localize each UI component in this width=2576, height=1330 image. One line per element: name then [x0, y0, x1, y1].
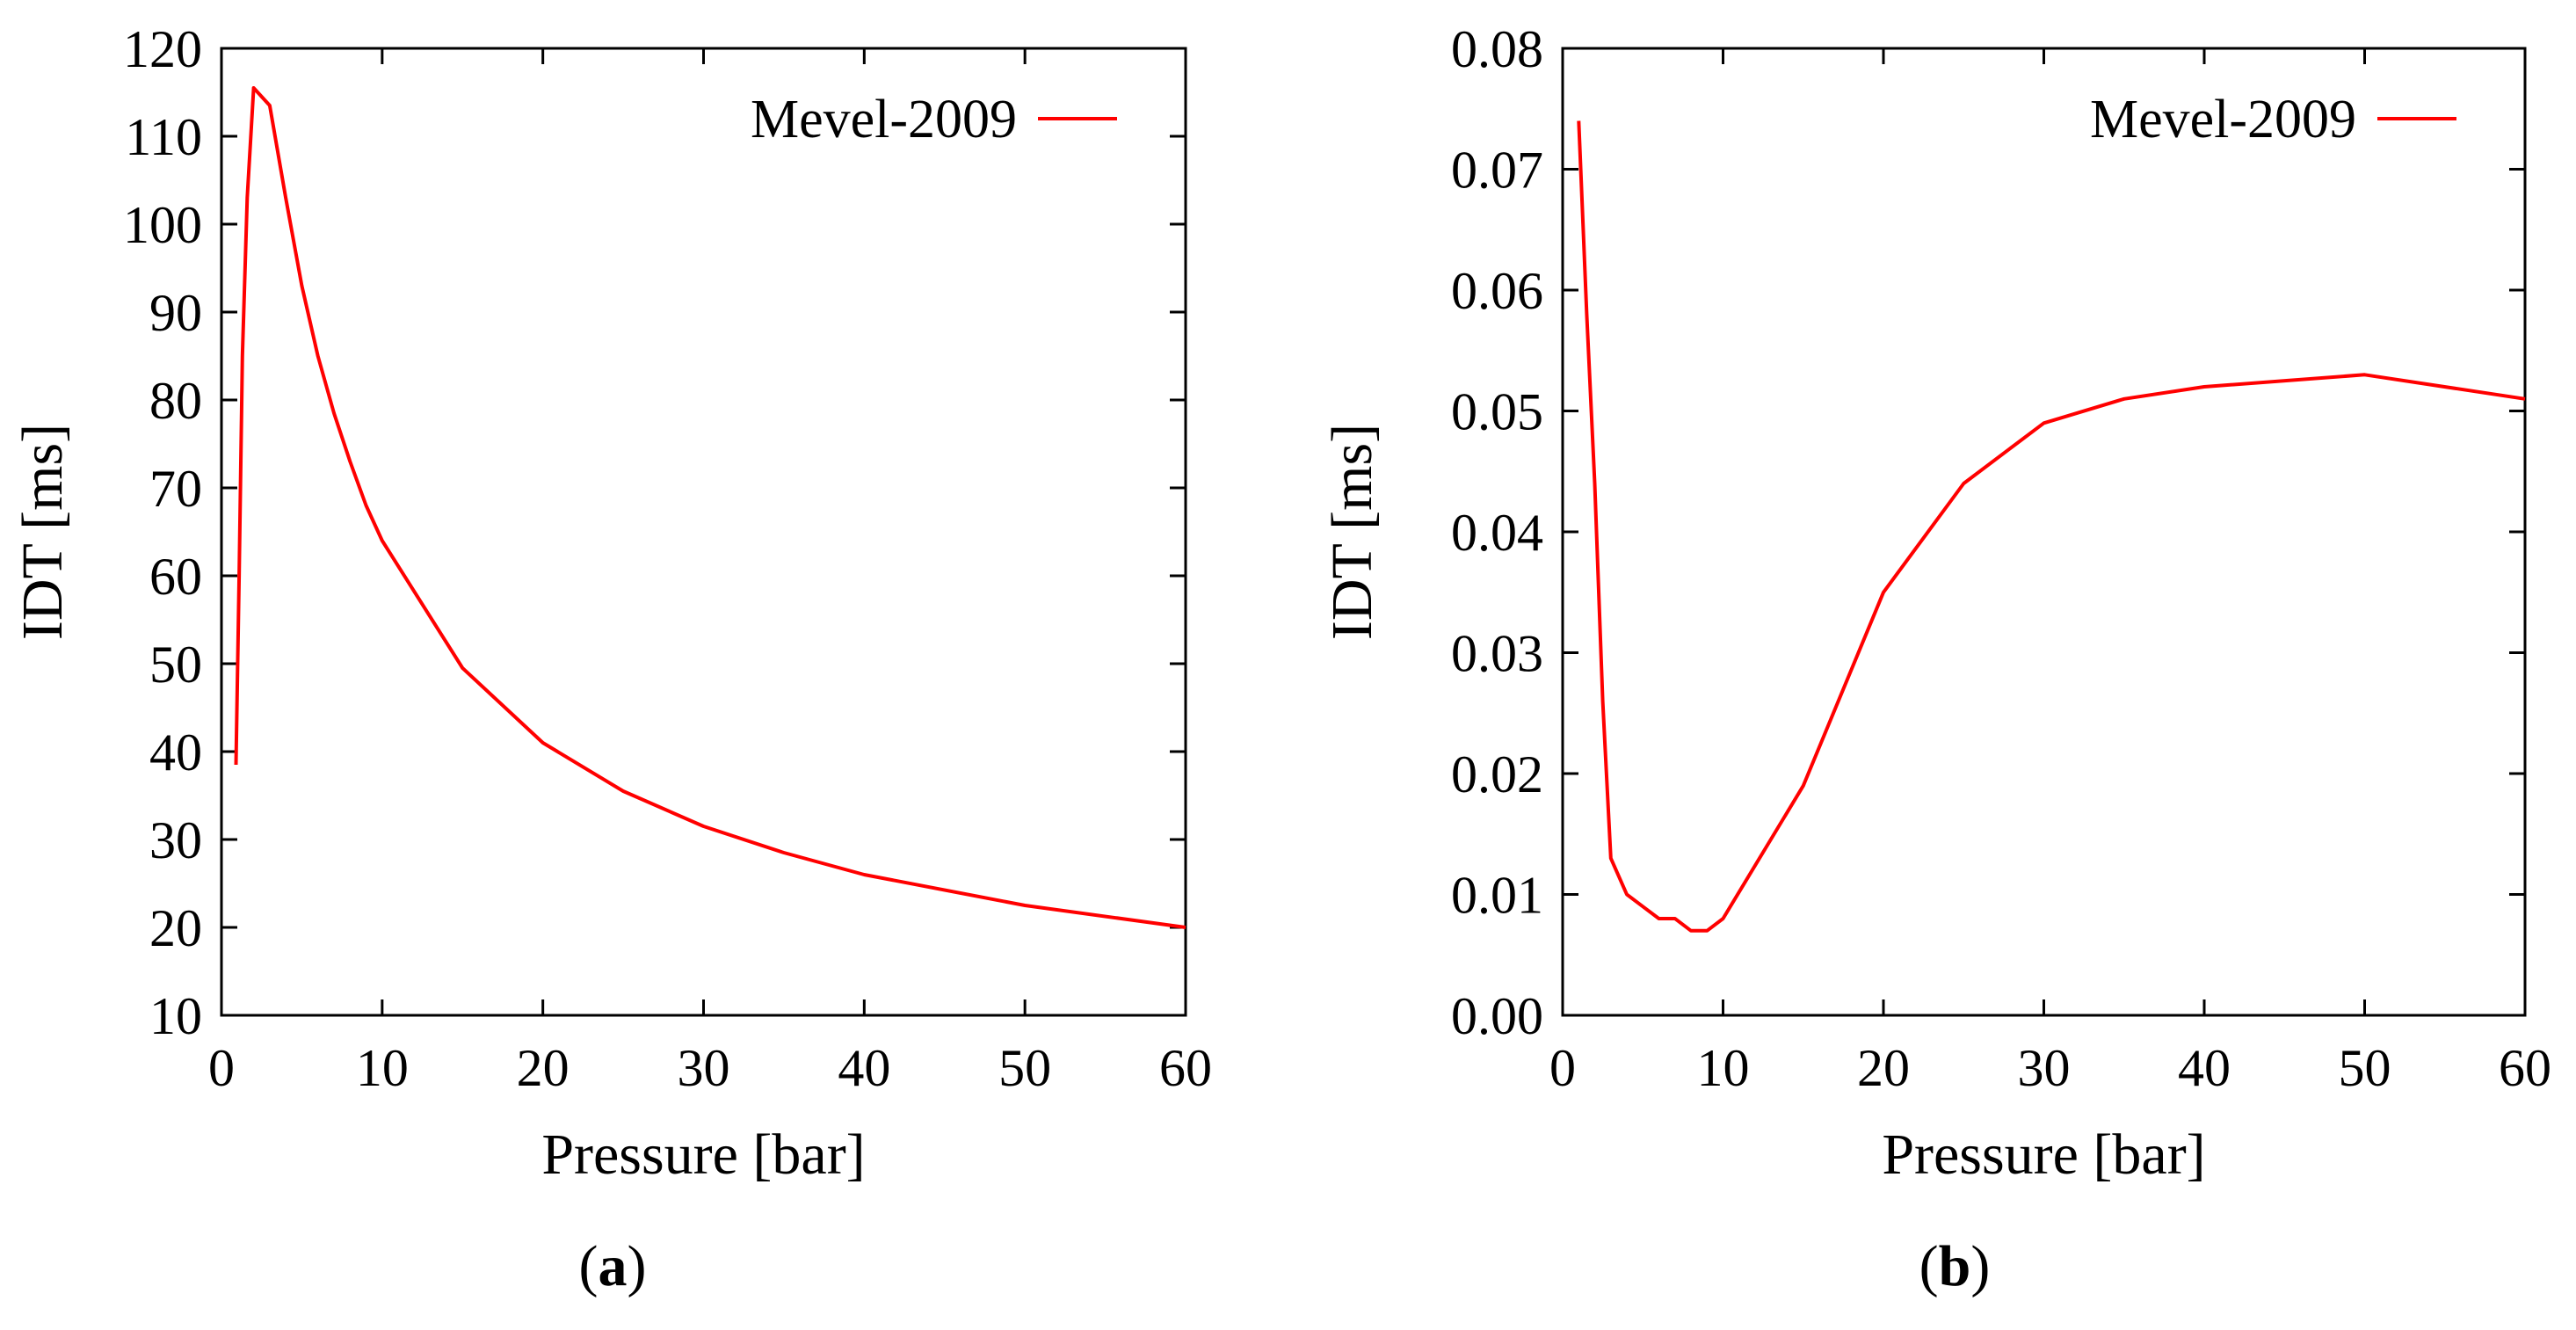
legend-label: Mevel-2009	[751, 90, 1017, 149]
x-tick-label: 20	[1857, 1039, 1910, 1097]
x-tick-label: 50	[2339, 1039, 2391, 1097]
y-tick-label: 20	[149, 899, 202, 957]
y-axis-label: IDT [ms]	[11, 424, 75, 640]
y-tick-label: 120	[123, 20, 202, 78]
y-tick-label: 50	[149, 636, 202, 694]
y-tick-label: 70	[149, 460, 202, 518]
panel-label-a: (a)	[579, 1234, 647, 1298]
y-tick-label: 90	[149, 284, 202, 342]
panel-label-b: (b)	[1919, 1234, 1991, 1298]
y-tick-label: 0.08	[1451, 20, 1543, 78]
y-tick-label: 10	[149, 987, 202, 1045]
y-tick-label: 0.03	[1451, 625, 1543, 683]
y-tick-label: 0.06	[1451, 262, 1543, 320]
legend-label: Mevel-2009	[2090, 90, 2356, 149]
x-tick-label: 60	[1159, 1039, 1212, 1097]
x-tick-label: 0	[1549, 1039, 1576, 1097]
chart-a-idt-vs-pressure: 0 10 20 30 40 50 60102030405060708090100110120…	[11, 20, 1212, 1187]
chart-b-idt-vs-pressure: 0 10 20 30 40 50 60 0.00 0.01 0.02 0.03 0.04 0.05 0.0…	[1320, 20, 2551, 1187]
y-tick-label: 0.07	[1451, 142, 1543, 200]
series-line-mevel-2009	[1577, 120, 2526, 933]
x-tick-label: 40	[2178, 1039, 2231, 1097]
y-tick-label: 0.00	[1451, 987, 1543, 1045]
y-tick-label: 0.05	[1451, 383, 1543, 441]
x-tick-label: 20	[517, 1039, 570, 1097]
y-tick-label: 30	[149, 811, 202, 869]
y-tick-label: 0.01	[1451, 867, 1543, 925]
x-axis-label: Pressure [bar]	[541, 1123, 865, 1187]
x-tick-label: 30	[678, 1039, 730, 1097]
series-line-mevel-2009	[234, 86, 1186, 929]
y-tick-label: 0.02	[1451, 745, 1543, 803]
x-tick-label: 30	[2018, 1039, 2071, 1097]
y-tick-label: 40	[149, 723, 202, 781]
x-tick-label: 50	[998, 1039, 1051, 1097]
x-tick-label: 0	[208, 1039, 235, 1097]
x-tick-label: 40	[838, 1039, 890, 1097]
x-tick-label: 10	[1697, 1039, 1750, 1097]
y-tick-label: 60	[149, 548, 202, 606]
y-tick-label: 0.04	[1451, 504, 1543, 562]
x-tick-label: 10	[356, 1039, 409, 1097]
x-axis-label: Pressure [bar]	[1882, 1123, 2205, 1187]
y-tick-label: 110	[125, 108, 202, 166]
x-tick-label: 60	[2499, 1039, 2551, 1097]
y-tick-label: 80	[149, 372, 202, 430]
y-tick-label: 100	[123, 196, 202, 254]
y-axis-label: IDT [ms]	[1320, 424, 1384, 640]
